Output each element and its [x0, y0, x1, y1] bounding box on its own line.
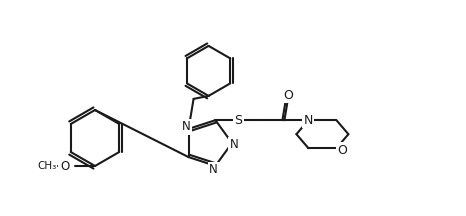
- Text: N: N: [304, 114, 313, 127]
- Text: N: N: [209, 163, 218, 176]
- Text: S: S: [234, 114, 242, 127]
- Text: O: O: [61, 159, 69, 173]
- Text: N: N: [182, 120, 191, 133]
- Text: O: O: [337, 144, 347, 157]
- Text: CH₃: CH₃: [37, 161, 56, 171]
- Text: N: N: [230, 138, 239, 151]
- Text: O: O: [283, 89, 294, 102]
